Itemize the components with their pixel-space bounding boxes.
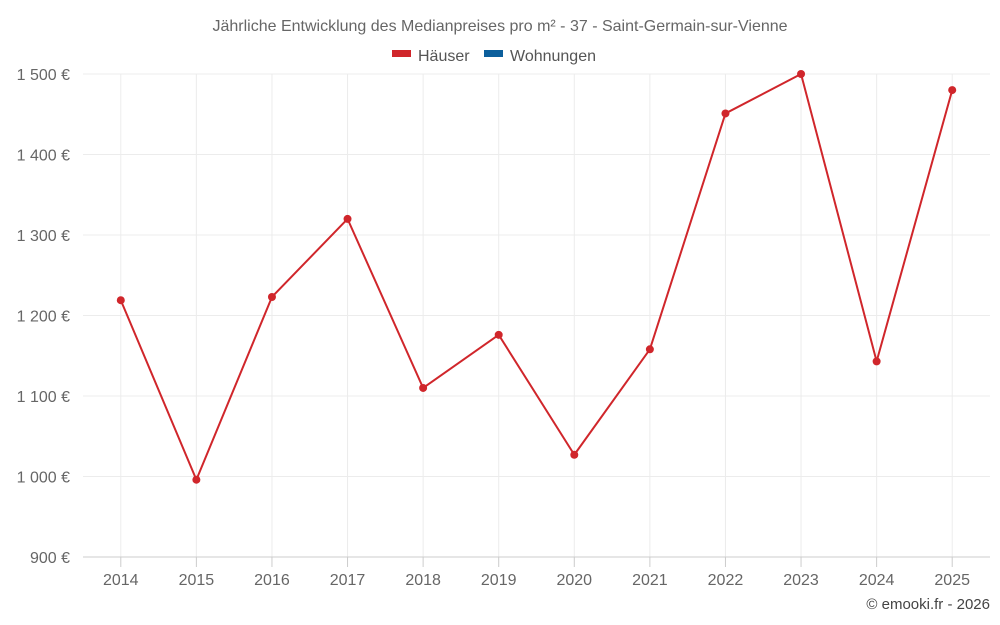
legend-label-wohnungen: Wohnungen xyxy=(510,48,596,65)
data-point-h-user-2016[interactable] xyxy=(267,292,276,301)
chart-title: Jährliche Entwicklung des Medianpreises … xyxy=(212,18,787,35)
data-point-h-user-2024[interactable] xyxy=(872,357,881,366)
y-tick-label-1000: 1 000 € xyxy=(17,470,70,487)
data-point-h-user-2025[interactable] xyxy=(948,86,957,95)
series-haeuser xyxy=(116,70,957,484)
x-tick-label-2023: 2023 xyxy=(783,572,819,589)
x-tick-label-2022: 2022 xyxy=(708,572,744,589)
x-tick-label-2017: 2017 xyxy=(330,572,366,589)
x-tick-label-2020: 2020 xyxy=(556,572,592,589)
legend: Häuser Wohnungen xyxy=(392,48,596,65)
x-tick-label-2024: 2024 xyxy=(859,572,895,589)
x-tick-label-2021: 2021 xyxy=(632,572,668,589)
credit-text: © emooki.fr - 2026 xyxy=(866,596,990,613)
series-line-h-user xyxy=(119,73,954,481)
y-tick-label-1100: 1 100 € xyxy=(17,389,70,406)
y-tick-label-1200: 1 200 € xyxy=(17,309,70,326)
legend-swatch-haeuser xyxy=(392,50,411,57)
data-point-h-user-2021[interactable] xyxy=(645,345,654,354)
x-tick-label-2015: 2015 xyxy=(179,572,215,589)
data-point-h-user-2017[interactable] xyxy=(343,214,352,223)
data-point-h-user-2023[interactable] xyxy=(797,70,806,78)
y-tick-label-1400: 1 400 € xyxy=(17,148,70,165)
x-tick-label-2016: 2016 xyxy=(254,572,290,589)
data-point-h-user-2018[interactable] xyxy=(419,383,428,392)
x-tick-label-2019: 2019 xyxy=(481,572,517,589)
data-point-h-user-2015[interactable] xyxy=(192,475,201,484)
x-tick-label-2018: 2018 xyxy=(405,572,441,589)
legend-swatch-wohnungen xyxy=(484,50,503,57)
x-tick-label-2025: 2025 xyxy=(934,572,970,589)
grid xyxy=(83,73,990,557)
data-point-h-user-2014[interactable] xyxy=(116,296,125,305)
y-tick-label-900: 900 € xyxy=(30,550,70,567)
y-axis: 900 € 1 000 € 1 100 € 1 200 € 1 300 € 1 400 €… xyxy=(17,67,70,567)
x-tick-label-2014: 2014 xyxy=(103,572,139,589)
y-tick-label-1500: 1 500 € xyxy=(17,67,70,84)
data-point-h-user-2019[interactable] xyxy=(494,330,503,339)
legend-item-haeuser[interactable]: Häuser xyxy=(392,48,470,65)
data-point-h-user-2020[interactable] xyxy=(570,450,579,459)
legend-label-haeuser: Häuser xyxy=(418,48,470,65)
legend-item-wohnungen[interactable]: Wohnungen xyxy=(484,48,596,65)
data-point-h-user-2022[interactable] xyxy=(721,109,730,118)
y-tick-label-1300: 1 300 € xyxy=(17,228,70,245)
x-axis: 2014 2015 2016 2017 2018 2019 2020 2021 2022 2023… xyxy=(83,556,990,589)
